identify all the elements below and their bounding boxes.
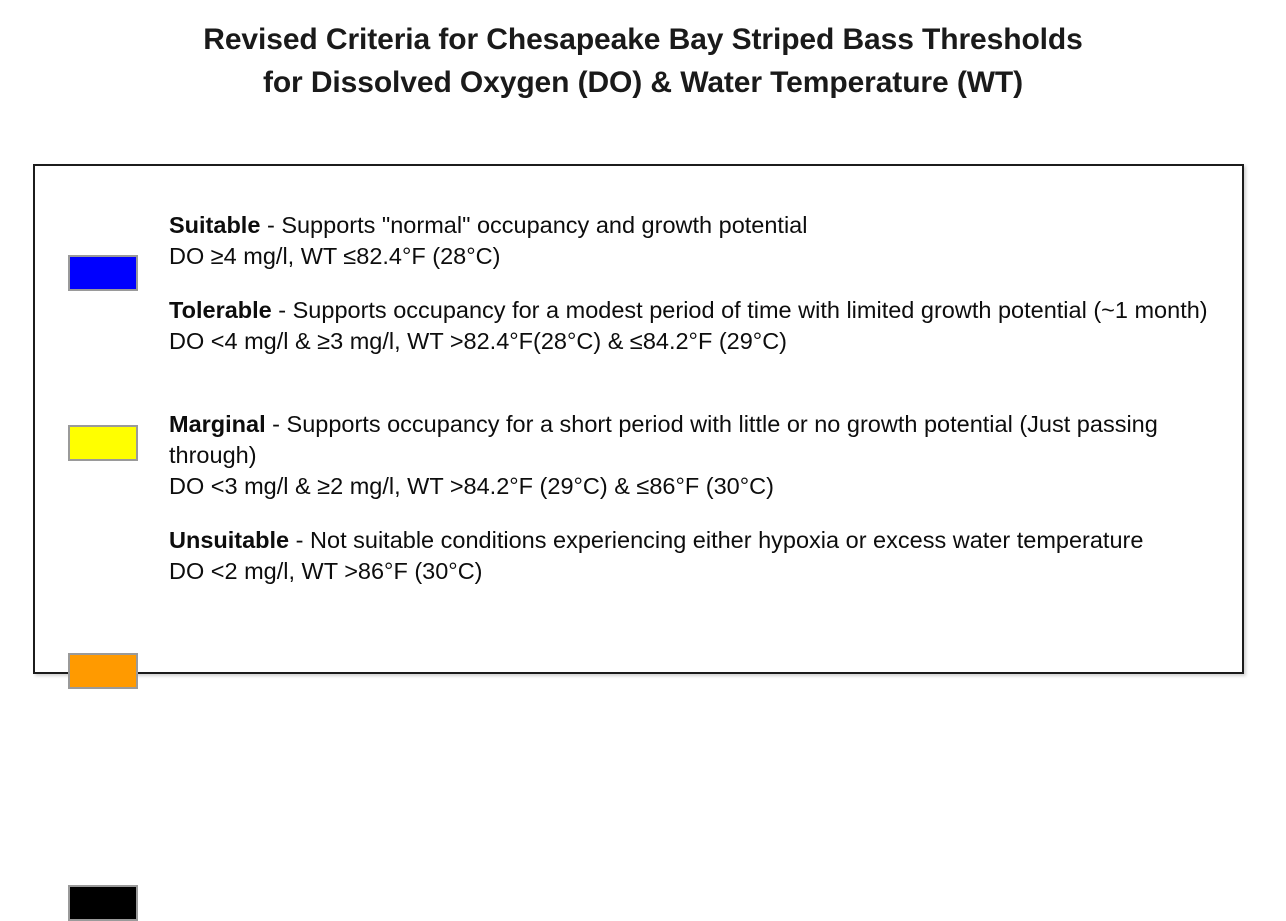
legend-thresholds-suitable: DO ≥4 mg/l, WT ≤82.4°F (28°C) — [169, 243, 501, 269]
legend-thresholds-tolerable: DO <4 mg/l & ≥3 mg/l, WT >82.4°F(28°C) &… — [169, 328, 787, 354]
legend-description-suitable: Suitable - Supports "normal" occupancy a… — [169, 210, 1222, 241]
legend-separator-marginal: - — [265, 411, 287, 437]
legend-desc-text-marginal: Supports occupancy for a short period wi… — [169, 411, 1158, 468]
color-swatch-suitable — [68, 255, 138, 291]
page-title-line-1: Revised Criteria for Chesapeake Bay Stri… — [203, 23, 1083, 56]
legend-item-unsuitable: Unsuitable - Not suitable conditions exp… — [35, 525, 1242, 921]
legend-desc-text-unsuitable: Not suitable conditions experiencing eit… — [310, 527, 1144, 553]
page-title-line-2: for Dissolved Oxygen (DO) & Water Temper… — [262, 66, 1024, 99]
legend-item-suitable: Suitable - Supports "normal" occupancy a… — [35, 210, 1242, 291]
page-title: Revised Criteria for Chesapeake Bay Stri… — [0, 18, 1286, 104]
legend-term-tolerable: Tolerable — [169, 297, 272, 323]
legend-item-tolerable: Tolerable - Supports occupancy for a mod… — [35, 295, 1242, 461]
color-swatch-marginal — [68, 653, 138, 689]
legend-description-marginal: Marginal - Supports occupancy for a shor… — [169, 409, 1222, 471]
legend-desc-text-tolerable: Supports occupancy for a modest period o… — [292, 297, 1208, 323]
legend-thresholds-marginal: DO <3 mg/l & ≥2 mg/l, WT >84.2°F (29°C) … — [169, 473, 774, 499]
legend-desc-text-suitable: Supports "normal" occupancy and growth p… — [281, 212, 808, 238]
legend-thresholds-unsuitable: DO <2 mg/l, WT >86°F (30°C) — [169, 558, 483, 584]
color-swatch-tolerable — [68, 425, 138, 461]
legend-term-suitable: Suitable — [169, 212, 261, 238]
legend-description-unsuitable: Unsuitable - Not suitable conditions exp… — [169, 525, 1222, 556]
legend-separator-tolerable: - — [271, 297, 293, 323]
legend-separator-suitable: - — [260, 212, 282, 238]
legend-separator-unsuitable: - — [289, 527, 311, 553]
legend-term-marginal: Marginal — [169, 411, 266, 437]
legend-description-tolerable: Tolerable - Supports occupancy for a mod… — [169, 295, 1222, 326]
legend-term-unsuitable: Unsuitable — [169, 527, 290, 553]
criteria-legend-panel: Suitable - Supports "normal" occupancy a… — [33, 164, 1244, 921]
legend-item-marginal: Marginal - Supports occupancy for a shor… — [35, 409, 1242, 689]
color-swatch-unsuitable — [68, 885, 138, 921]
